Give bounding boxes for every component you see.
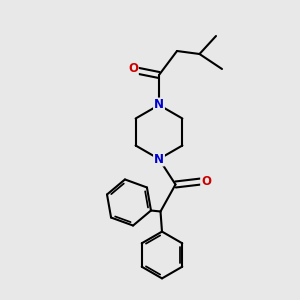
Text: N: N bbox=[154, 98, 164, 112]
Text: O: O bbox=[201, 175, 211, 188]
Text: O: O bbox=[128, 62, 138, 76]
Text: N: N bbox=[154, 152, 164, 166]
